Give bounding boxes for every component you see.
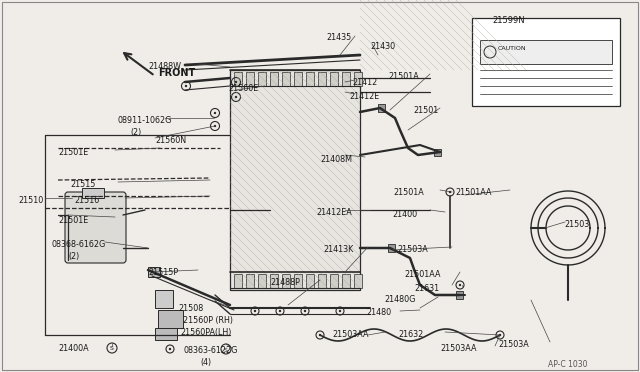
Text: 21501: 21501 [413,106,438,115]
Circle shape [339,310,341,312]
Bar [378,104,385,112]
Text: 21631: 21631 [414,284,439,293]
Bar [318,274,326,288]
Text: (2): (2) [68,252,79,261]
Bar [388,244,395,252]
Bar [246,72,254,86]
Bar [342,274,350,288]
Text: (4): (4) [200,358,211,367]
Bar [354,72,362,86]
Text: S: S [224,347,228,353]
Bar [330,274,338,288]
Text: 21400: 21400 [392,210,417,219]
Circle shape [319,334,321,336]
Bar [480,40,612,64]
Text: 21488W: 21488W [148,62,181,71]
FancyBboxPatch shape [65,192,126,263]
Bar [294,274,302,288]
Text: 21632: 21632 [398,330,423,339]
Text: 21599N: 21599N [492,16,525,25]
Text: 21430: 21430 [370,42,395,51]
Bar [306,72,314,86]
Bar [155,290,173,308]
Text: 21412EA: 21412EA [316,208,352,217]
Text: 21501A: 21501A [393,188,424,197]
Bar [434,149,441,156]
Text: 21560N: 21560N [155,136,186,145]
Text: 21503A: 21503A [397,245,428,254]
Bar [282,274,290,288]
Circle shape [235,81,237,83]
Text: S: S [110,346,114,352]
Bar [258,72,266,86]
Text: 21501E: 21501E [58,216,88,225]
Text: 21412E: 21412E [349,92,380,101]
Text: 21435: 21435 [326,33,351,42]
Circle shape [304,310,306,312]
Circle shape [214,112,216,114]
Text: 21560P (RH): 21560P (RH) [183,316,233,325]
Bar [158,310,183,328]
Text: 21560PA(LH): 21560PA(LH) [180,328,232,337]
Circle shape [499,334,501,336]
Text: 21400A: 21400A [58,344,88,353]
Text: 21510: 21510 [18,196,44,205]
Bar [234,274,242,288]
Text: AP-C 1030: AP-C 1030 [548,360,588,369]
Text: CAUTION: CAUTION [498,46,527,51]
Text: 21501AA: 21501AA [404,270,440,279]
Text: 21408M: 21408M [320,155,352,164]
Text: 08363-6122G: 08363-6122G [184,346,238,355]
Text: 21508: 21508 [178,304,204,313]
Circle shape [459,284,461,286]
Text: 08911-1062G: 08911-1062G [118,116,172,125]
Text: 08368-6162G: 08368-6162G [52,240,106,249]
Circle shape [449,191,451,193]
Text: 21501AA: 21501AA [455,188,492,197]
Bar [318,72,326,86]
Bar [456,291,463,299]
Text: 21503: 21503 [564,220,589,229]
Text: 21480: 21480 [366,308,391,317]
Circle shape [214,125,216,127]
Bar [282,72,290,86]
Bar [148,267,160,277]
Circle shape [254,310,256,312]
Text: 21501A: 21501A [388,72,419,81]
Text: (2): (2) [130,128,141,137]
Text: 21412: 21412 [352,78,377,87]
Text: 21503AA: 21503AA [332,330,369,339]
Text: 21560E: 21560E [228,84,259,93]
Bar [472,18,620,106]
Text: 21488P: 21488P [270,278,300,287]
Bar [234,72,242,86]
Text: 21480G: 21480G [384,295,415,304]
Bar [330,72,338,86]
Bar [270,72,278,86]
Bar [342,72,350,86]
Text: 21503A: 21503A [498,340,529,349]
Circle shape [169,348,172,350]
Bar [230,70,360,290]
Bar [258,274,266,288]
Text: 21516: 21516 [74,196,99,205]
Bar [354,274,362,288]
Text: 21501E: 21501E [58,148,88,157]
Bar [82,188,104,198]
Bar [294,72,302,86]
Text: 21503AA: 21503AA [440,344,477,353]
Text: 21413K: 21413K [323,245,353,254]
Circle shape [235,96,237,98]
Text: 21515: 21515 [70,180,95,189]
Circle shape [279,310,281,312]
Bar [270,274,278,288]
Text: 21515P: 21515P [148,268,178,277]
Circle shape [185,85,187,87]
Bar [246,274,254,288]
Bar [155,328,177,340]
Bar [306,274,314,288]
Text: FRONT: FRONT [158,68,195,78]
